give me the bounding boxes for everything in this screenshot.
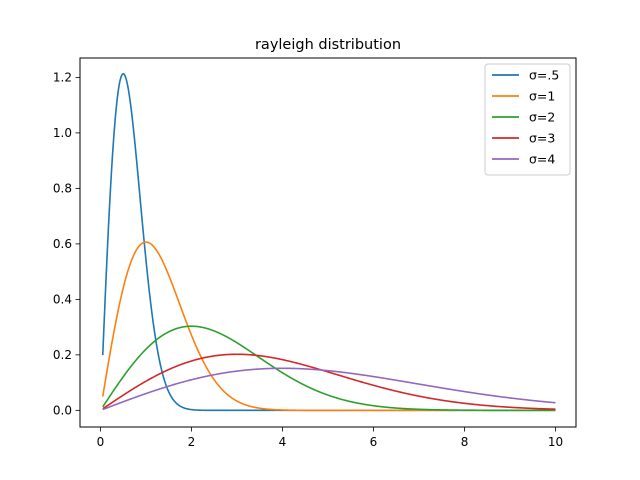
y-tick-label: 0.0 [53,404,72,418]
plot-frame [79,57,577,428]
x-tick-label: 2 [188,435,196,449]
legend-label: σ=.5 [529,68,559,83]
x-tick-label: 6 [370,435,378,449]
series-line-3 [102,325,556,412]
legend-box [484,63,571,176]
y-tick-label: 1.0 [53,126,72,140]
legend: σ=.5 σ=1 σ=2 σ=3 σ=4 [484,63,571,176]
y-tick-label: 0.2 [53,348,72,362]
y-tick-label: 0.8 [53,182,72,196]
y-tick-label: 0.6 [53,237,72,251]
y-tick-label: 1.2 [53,71,72,85]
legend-label: σ=3 [529,131,555,146]
y-axis: 0.0 0.2 0.4 0.6 0.8 1.0 1.2 [53,71,80,418]
x-tick-label: 4 [279,435,287,449]
x-axis: 0 2 4 6 8 10 [97,427,563,449]
x-tick-label: 10 [548,435,563,449]
legend-label: σ=1 [529,89,555,104]
legend-label: σ=2 [529,110,555,125]
y-tick-label: 0.4 [53,293,72,307]
x-tick-label: 8 [461,435,469,449]
series-line-4 [102,353,556,410]
series-line-5 [102,367,556,411]
x-tick-label: 0 [97,435,105,449]
series-layer [101,73,556,412]
chart-title: rayleigh distribution [255,37,401,53]
legend-label: σ=4 [529,152,555,167]
